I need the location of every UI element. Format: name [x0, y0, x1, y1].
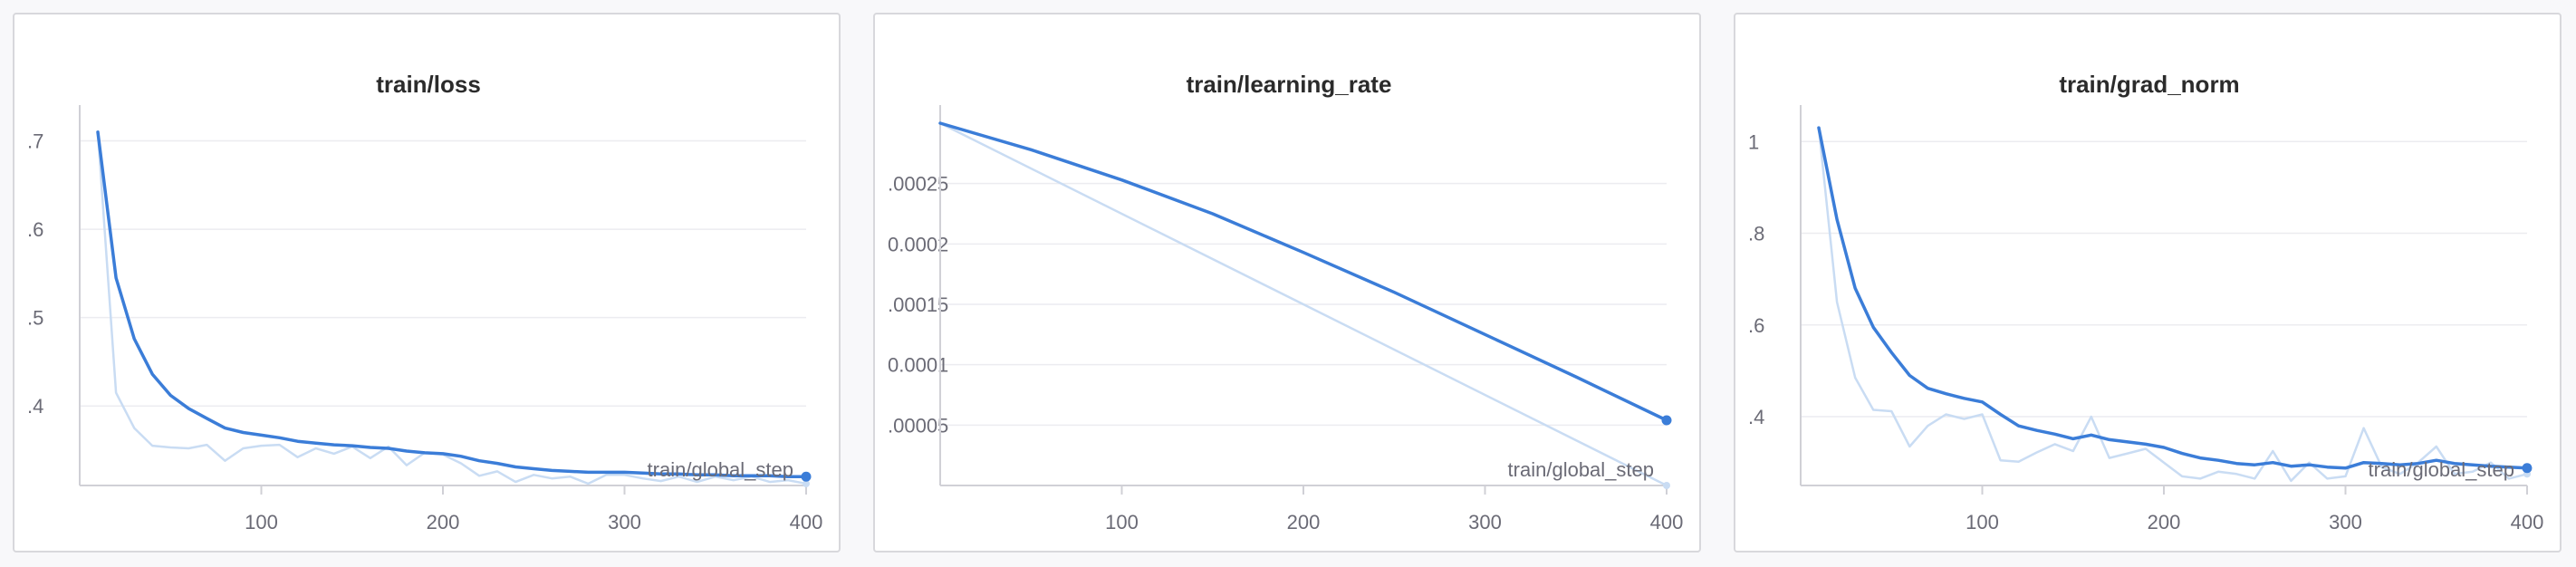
y-tick-label: 1: [1748, 130, 1759, 153]
x-tick-label: 200: [2148, 511, 2181, 533]
series-end-point-smoothed: [2522, 463, 2533, 474]
y-tick-label: .6: [27, 218, 43, 241]
x-axis-label: train/global_step: [1508, 458, 1654, 481]
chart-panel-train-loss: train/loss .4 .5 .6 .7 100 200 300 400 train/glob…: [13, 13, 841, 553]
y-tick-label: .4: [1748, 406, 1764, 428]
y-tick-label: .00015: [888, 293, 948, 316]
series-line-smoothed: [1817, 126, 2529, 470]
chart-title: train/loss: [376, 71, 481, 98]
x-tick-label: 400: [1650, 511, 1684, 533]
y-tick-label: .00025: [888, 173, 948, 196]
series-line-smoothed: [938, 121, 1668, 422]
y-tick-label: .5: [27, 307, 43, 330]
y-tick-label: .7: [27, 130, 43, 153]
series-line-raw: [1817, 126, 2529, 483]
x-axis-label: train/global_step: [2369, 458, 2514, 481]
chart-panel-train-learning-rate: train/learning_rate .00005 0.0001 .00015 0.0…: [873, 13, 1701, 553]
x-tick-label: 400: [790, 511, 823, 533]
x-tick-label: 200: [427, 511, 460, 533]
chart-svg-train-loss: train/loss .4 .5 .6 .7 100 200 300 400 train/glob…: [27, 71, 823, 533]
x-tick-label: 400: [2511, 511, 2544, 533]
x-tick-label: 200: [1287, 511, 1321, 533]
x-axis-label: train/global_step: [648, 458, 793, 481]
y-tick-label: .00005: [888, 414, 948, 437]
chart-svg-train-grad-norm: train/grad_norm .4 .6 .8 1 100 200 300 400 train/…: [1748, 71, 2544, 533]
chart-svg-train-learning-rate: train/learning_rate .00005 0.0001 .00015 0.0…: [888, 71, 1684, 533]
y-tick-label: 0.0001: [888, 354, 948, 377]
series-end-point-raw: [1663, 482, 1670, 489]
x-tick-label: 300: [608, 511, 641, 533]
x-tick-label: 100: [1105, 511, 1139, 533]
x-tick-label: 300: [2329, 511, 2362, 533]
series-end-point-smoothed: [1661, 415, 1672, 426]
series-line-smoothed: [96, 130, 808, 478]
series-line-raw: [96, 130, 808, 485]
x-tick-label: 100: [1966, 511, 1999, 533]
x-tick-label: 100: [245, 511, 278, 533]
y-tick-label: 0.0002: [888, 233, 948, 255]
series-line-raw: [938, 121, 1668, 487]
y-tick-label: .8: [1748, 223, 1764, 245]
y-tick-label: .4: [27, 395, 43, 418]
y-tick-label: .6: [1748, 314, 1764, 337]
chart-title: train/grad_norm: [2059, 71, 2239, 98]
series-end-point-raw: [803, 480, 810, 488]
chart-title: train/learning_rate: [1187, 71, 1392, 98]
x-tick-label: 300: [1468, 511, 1502, 533]
chart-panel-train-grad-norm: train/grad_norm .4 .6 .8 1 100 200 300 400 train/…: [1734, 13, 2562, 553]
series-end-point-smoothed: [801, 471, 812, 482]
